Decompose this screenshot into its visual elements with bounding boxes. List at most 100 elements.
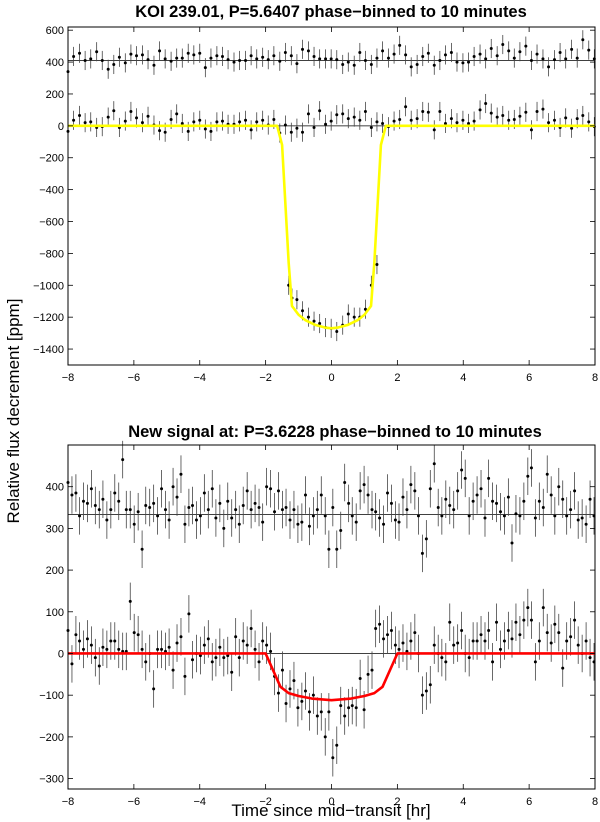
data-point bbox=[370, 668, 374, 672]
data-point bbox=[479, 633, 483, 637]
x-tick-label: 0 bbox=[328, 796, 334, 808]
data-point bbox=[148, 506, 152, 510]
data-point bbox=[83, 58, 87, 62]
data-point bbox=[358, 677, 362, 681]
data-point bbox=[529, 466, 533, 470]
data-point bbox=[81, 499, 85, 503]
data-point bbox=[363, 307, 367, 311]
data-point bbox=[100, 58, 104, 62]
data-point bbox=[510, 637, 514, 641]
data-point bbox=[467, 121, 471, 125]
data-point bbox=[101, 497, 105, 501]
data-point bbox=[276, 691, 280, 695]
data-point bbox=[347, 501, 351, 505]
data-point bbox=[158, 129, 162, 133]
data-point bbox=[312, 54, 316, 58]
data-point bbox=[312, 319, 316, 323]
data-point bbox=[234, 508, 238, 512]
data-point bbox=[350, 704, 354, 708]
x-tick-label: 8 bbox=[592, 796, 598, 808]
data-point bbox=[478, 108, 482, 112]
data-point bbox=[292, 679, 296, 683]
data-point bbox=[529, 618, 533, 622]
data-point bbox=[545, 472, 549, 476]
data-point bbox=[343, 714, 347, 718]
data-point bbox=[146, 58, 150, 62]
data-point bbox=[253, 647, 257, 651]
data-point bbox=[512, 117, 516, 121]
data-point bbox=[522, 618, 526, 622]
data-point bbox=[296, 522, 300, 526]
data-point bbox=[501, 113, 505, 117]
y-tick-label: 200 bbox=[46, 565, 64, 577]
data-point bbox=[72, 54, 76, 58]
data-point bbox=[386, 56, 390, 60]
data-point bbox=[198, 51, 202, 55]
y-tick-label: −400 bbox=[39, 185, 64, 197]
data-point bbox=[440, 514, 444, 518]
x-tick-label: −4 bbox=[193, 796, 206, 808]
data-point bbox=[461, 118, 465, 122]
data-point bbox=[158, 49, 162, 53]
data-point bbox=[452, 508, 456, 512]
data-point bbox=[295, 62, 299, 66]
data-point bbox=[74, 633, 78, 637]
x-tick-label: 0 bbox=[328, 372, 334, 384]
data-point bbox=[135, 54, 139, 58]
data-point bbox=[341, 62, 345, 66]
data-point bbox=[472, 54, 476, 58]
data-point bbox=[580, 516, 584, 520]
y-tick-label: −800 bbox=[39, 248, 64, 260]
data-point bbox=[335, 547, 339, 551]
data-point bbox=[318, 57, 322, 61]
data-point bbox=[370, 508, 374, 512]
data-point bbox=[253, 501, 257, 505]
data-point bbox=[413, 631, 417, 635]
data-point bbox=[375, 56, 379, 60]
y-tick-label: 600 bbox=[46, 25, 64, 37]
data-point bbox=[438, 58, 442, 62]
x-tick-label: 2 bbox=[394, 796, 400, 808]
data-point bbox=[327, 710, 331, 714]
data-point bbox=[455, 121, 459, 125]
data-point bbox=[315, 714, 319, 718]
data-point bbox=[573, 489, 577, 493]
data-point bbox=[318, 322, 322, 326]
data-point bbox=[160, 487, 164, 491]
data-point bbox=[209, 129, 213, 133]
data-point bbox=[335, 743, 339, 747]
data-point bbox=[288, 687, 292, 691]
data-point bbox=[393, 518, 397, 522]
data-point bbox=[288, 518, 292, 522]
data-point bbox=[261, 55, 265, 59]
data-point bbox=[296, 706, 300, 710]
data-point bbox=[449, 51, 453, 55]
data-point bbox=[312, 125, 316, 129]
data-point bbox=[72, 118, 76, 122]
y-tick-label: −1200 bbox=[33, 312, 64, 324]
data-point bbox=[230, 516, 234, 520]
x-tick-label: −2 bbox=[259, 796, 272, 808]
data-point bbox=[255, 57, 259, 61]
data-point bbox=[436, 506, 440, 510]
data-point bbox=[70, 493, 74, 497]
data-point bbox=[420, 551, 424, 555]
data-point bbox=[495, 54, 499, 58]
data-point bbox=[341, 112, 345, 116]
data-point bbox=[249, 128, 253, 132]
data-point bbox=[352, 63, 356, 67]
data-point bbox=[491, 660, 495, 664]
data-point bbox=[569, 635, 573, 639]
y-tick-label: 300 bbox=[46, 523, 64, 535]
data-point bbox=[156, 514, 160, 518]
data-point bbox=[428, 487, 432, 491]
data-point bbox=[405, 508, 409, 512]
data-point bbox=[183, 522, 187, 526]
data-point bbox=[401, 495, 405, 499]
data-point bbox=[306, 112, 310, 116]
data-point bbox=[401, 641, 405, 645]
data-point bbox=[192, 120, 196, 124]
data-point bbox=[97, 664, 101, 668]
data-point bbox=[109, 508, 113, 512]
data-point bbox=[105, 647, 109, 651]
